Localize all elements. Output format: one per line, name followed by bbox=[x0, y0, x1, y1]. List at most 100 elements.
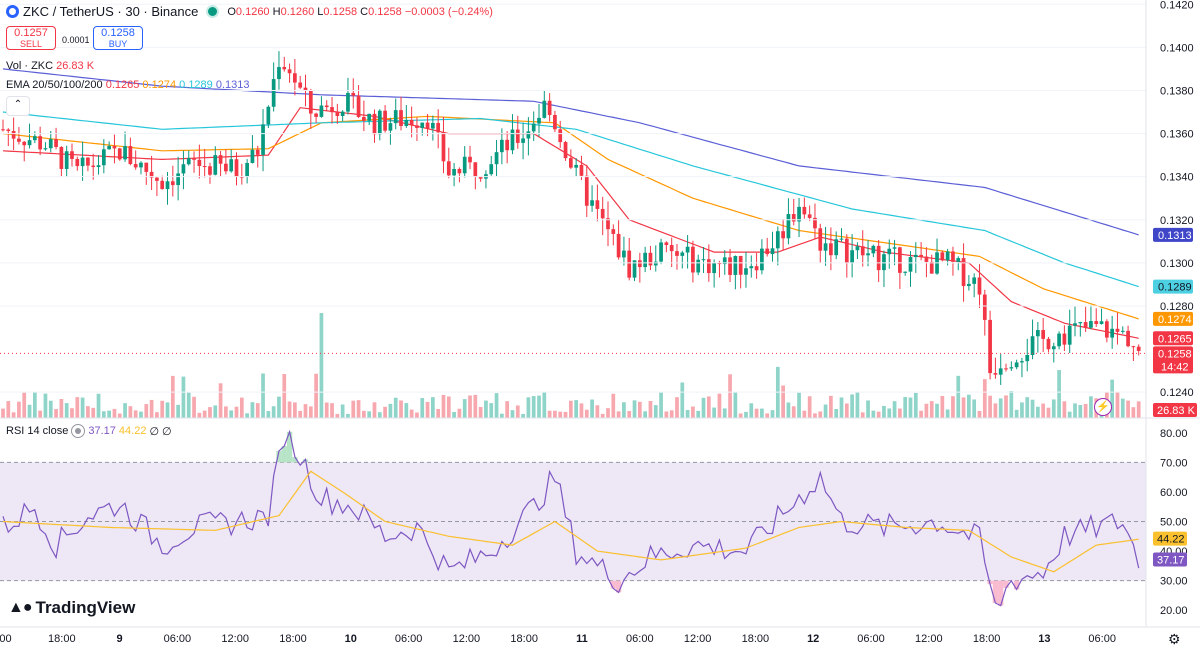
tradingview-logo[interactable]: ▲● TradingView bbox=[8, 598, 135, 618]
volume-bar bbox=[1110, 379, 1115, 418]
volume-bar bbox=[250, 402, 255, 418]
market-open-icon bbox=[206, 5, 220, 18]
candle-body bbox=[54, 139, 58, 148]
volume-bar bbox=[685, 409, 690, 418]
time-tick-label: 12:00 bbox=[684, 633, 712, 645]
volume-bar bbox=[181, 376, 186, 418]
candle-body bbox=[1099, 321, 1104, 324]
ema-line-ema20 bbox=[2, 107, 1139, 339]
volume-bar bbox=[568, 400, 573, 418]
volume-bar bbox=[1120, 398, 1125, 418]
candle-body bbox=[531, 123, 536, 132]
symbol-title[interactable]: ZKC / TetherUS · 30 · Binance bbox=[23, 4, 199, 19]
candles bbox=[1, 51, 1141, 385]
brand-name: TradingView bbox=[35, 598, 136, 617]
volume-bar bbox=[54, 409, 58, 418]
candle-body bbox=[133, 164, 138, 168]
time-tick-label: 06:00 bbox=[164, 633, 192, 645]
volume-bar bbox=[1062, 401, 1067, 418]
sell-price: 0.1257 bbox=[14, 27, 48, 39]
candle-body bbox=[123, 146, 127, 160]
volume-bar bbox=[1126, 400, 1130, 418]
rsi-overbought-fill bbox=[276, 450, 282, 463]
volume-bar bbox=[988, 395, 992, 418]
candle-body bbox=[75, 158, 80, 167]
volume-bar bbox=[696, 410, 701, 418]
candle-body bbox=[80, 157, 85, 167]
candle-body bbox=[510, 129, 515, 151]
candle-body bbox=[107, 145, 111, 150]
volume-bar bbox=[308, 406, 313, 418]
sell-button[interactable]: 0.1257 SELL bbox=[6, 26, 56, 50]
rsi-source-icon bbox=[71, 424, 86, 438]
volume-legend[interactable]: Vol · ZKC 26.83 K bbox=[6, 60, 94, 72]
candle-body bbox=[797, 206, 801, 222]
volume-tag: 26.83 K bbox=[1157, 405, 1196, 417]
candle-body bbox=[462, 156, 467, 174]
volume-bar bbox=[1115, 392, 1120, 418]
candle-body bbox=[775, 231, 780, 249]
volume-bar bbox=[951, 396, 955, 418]
volume-bar bbox=[425, 401, 430, 418]
volume-bar bbox=[691, 406, 695, 418]
volume-bar bbox=[1025, 397, 1030, 418]
candle-body bbox=[64, 151, 69, 169]
candle-body bbox=[967, 283, 971, 287]
ema-legend[interactable]: EMA 20/50/100/200 0.1265 0.1274 0.1289 0… bbox=[6, 79, 250, 91]
time-tick-label: 18:00 bbox=[510, 633, 538, 645]
candle-body bbox=[340, 111, 345, 116]
candle-body bbox=[415, 125, 419, 128]
candle-body bbox=[813, 217, 817, 229]
candle-body bbox=[446, 161, 451, 176]
volume-bar bbox=[282, 374, 287, 418]
volume-bar bbox=[675, 397, 679, 418]
volume-bar bbox=[1078, 404, 1083, 418]
candle-body bbox=[144, 162, 149, 172]
lightning-icon[interactable]: ⚡ bbox=[1094, 398, 1112, 416]
volume-bar bbox=[38, 410, 43, 418]
candle-body bbox=[977, 277, 982, 295]
candle-body bbox=[1078, 322, 1083, 324]
volume-bar bbox=[653, 405, 658, 418]
gear-icon[interactable]: ⚙ bbox=[1168, 631, 1181, 647]
candle-body bbox=[823, 243, 828, 251]
candle-body bbox=[876, 245, 881, 271]
rsi-legend-name: RSI 14 close bbox=[6, 425, 69, 437]
time-axis: :00 18:00 9 06:00 12:00 18:00 10 06:00 12:00 18:0… bbox=[0, 633, 1116, 645]
volume-bar bbox=[1046, 407, 1051, 418]
candle-body bbox=[420, 122, 425, 128]
volume-bar bbox=[415, 412, 419, 418]
volume-bar bbox=[399, 400, 403, 418]
collapse-legend-button[interactable]: ⌃ bbox=[6, 96, 30, 116]
volume-bar bbox=[123, 403, 127, 418]
rsi-ma-line bbox=[2, 470, 1139, 573]
candle-body bbox=[351, 92, 356, 96]
price-change: −0.0003 (−0.24%) bbox=[404, 5, 493, 18]
candle-body bbox=[829, 243, 833, 256]
candle-body bbox=[1051, 346, 1056, 350]
rsi-legend[interactable]: RSI 14 close 37.17 44.22 ∅ ∅ bbox=[6, 424, 172, 438]
volume-bar bbox=[558, 411, 563, 418]
volume-bar bbox=[717, 393, 722, 418]
volume-bar bbox=[1067, 411, 1072, 418]
candle-body bbox=[208, 166, 212, 175]
rsi-ma-tag: 44.22 bbox=[1157, 534, 1185, 546]
candle-body bbox=[393, 110, 398, 124]
volume-bar bbox=[632, 400, 637, 418]
volume-tag-bg bbox=[1153, 403, 1197, 417]
candle-body bbox=[818, 228, 823, 251]
candle-body bbox=[1110, 328, 1115, 338]
volume-bar bbox=[515, 405, 520, 418]
buy-button[interactable]: 0.1258 BUY bbox=[93, 26, 143, 50]
candle-body bbox=[86, 157, 90, 166]
volume-bar bbox=[547, 410, 552, 418]
candle-body bbox=[998, 368, 1003, 375]
ema100-value: 0.1289 bbox=[179, 79, 213, 91]
volume-bar bbox=[701, 397, 706, 418]
price-tick-label: 0.1420 bbox=[1160, 0, 1194, 11]
volume-bar bbox=[664, 411, 669, 418]
volume-bar bbox=[165, 402, 170, 418]
zkc-coin-icon bbox=[6, 5, 19, 18]
candle-body bbox=[22, 141, 27, 146]
